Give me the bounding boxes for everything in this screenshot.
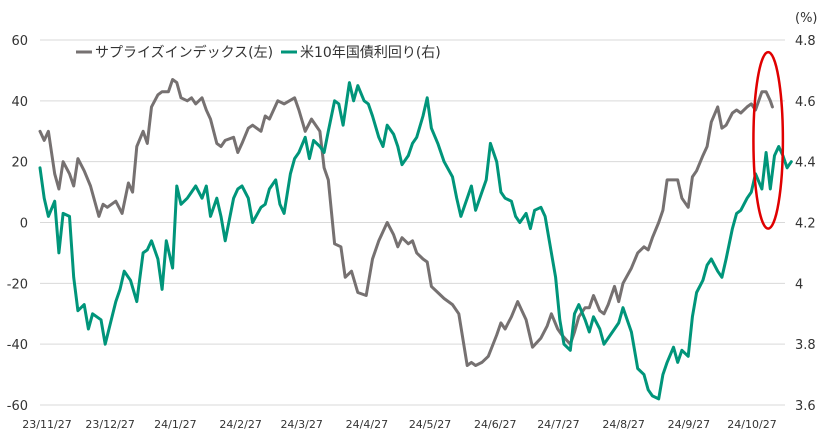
left-tick-label: 20: [11, 156, 28, 171]
x-tick-label: 24/7/27: [537, 418, 579, 431]
left-tick-label: 40: [11, 95, 28, 110]
right-tick-label: 3.8: [795, 338, 816, 353]
right-tick-label: 4.8: [795, 34, 816, 49]
x-tick-label: 24/6/27: [474, 418, 516, 431]
x-tick-label: 24/3/27: [280, 418, 322, 431]
left-axis: 60 40 20 0 -20 -40 -60: [7, 34, 28, 414]
legend-label-1: サプライズインデックス(左): [95, 44, 273, 61]
right-tick-label: 4: [795, 277, 803, 292]
right-axis-unit-label: (%): [795, 11, 818, 26]
x-tick-label: 24/9/27: [668, 418, 710, 431]
series-line-1: [38, 78, 774, 367]
right-axis: 4.8 4.6 4.4 4.2 4 3.8 3.6: [795, 34, 816, 414]
x-tick-label: 23/12/27: [85, 418, 134, 431]
right-tick-label: 4.2: [795, 217, 816, 232]
x-axis: 23/11/27 23/12/27 24/1/27 24/2/27 24/3/27 24/…: [22, 418, 776, 431]
x-tick-label: 24/5/27: [409, 418, 451, 431]
series-lines: [38, 78, 793, 401]
right-tick-label: 3.6: [795, 399, 816, 414]
left-tick-label: -60: [7, 399, 28, 414]
series-line-2: [38, 81, 793, 401]
legend: サプライズインデックス(左) 米10年国債利回り(右): [76, 44, 441, 61]
right-tick-label: 4.4: [795, 156, 816, 171]
left-tick-label: -40: [7, 338, 28, 353]
left-tick-label: 0: [20, 217, 28, 232]
grid-lines: [40, 39, 785, 406]
x-tick-label: 23/11/27: [22, 418, 71, 431]
x-tick-label: 24/4/27: [346, 418, 388, 431]
x-tick-label: 24/10/27: [727, 418, 776, 431]
legend-label-2: 米10年国債利回り(右): [300, 45, 441, 61]
left-tick-label: -20: [7, 277, 28, 292]
x-tick-label: 24/2/27: [219, 418, 261, 431]
left-tick-label: 60: [11, 34, 28, 49]
right-tick-label: 4.6: [795, 95, 816, 110]
x-tick-label: 24/1/27: [154, 418, 196, 431]
highlight-ellipse-mark: [752, 50, 785, 230]
x-tick-label: 24/8/27: [602, 418, 644, 431]
highlight-ellipse: [752, 50, 785, 230]
